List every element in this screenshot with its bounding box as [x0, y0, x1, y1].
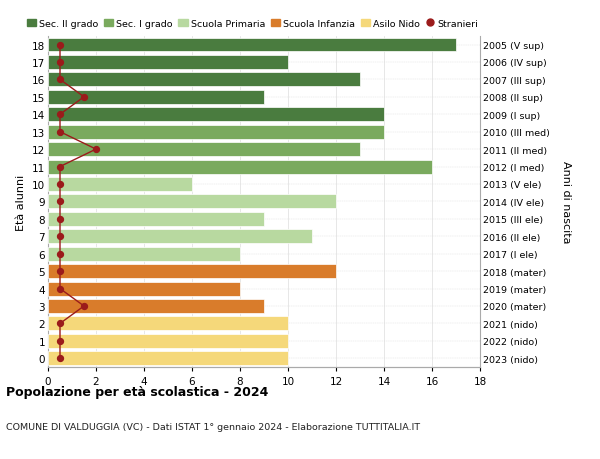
- Point: [55, 181, 65, 188]
- Point: [55, 216, 65, 223]
- Point: [55, 320, 65, 327]
- Point: [91, 146, 101, 153]
- Point: [55, 268, 65, 275]
- Bar: [48, 195, 336, 209]
- Bar: [48, 264, 336, 279]
- Point: [79, 94, 89, 101]
- Point: [55, 59, 65, 67]
- Bar: [48, 178, 192, 191]
- Point: [55, 42, 65, 49]
- Bar: [48, 334, 288, 348]
- Bar: [48, 213, 264, 226]
- Text: COMUNE DI VALDUGGIA (VC) - Dati ISTAT 1° gennaio 2024 - Elaborazione TUTTITALIA.: COMUNE DI VALDUGGIA (VC) - Dati ISTAT 1°…: [6, 422, 420, 431]
- Point: [55, 233, 65, 241]
- Bar: [48, 230, 312, 244]
- Point: [55, 337, 65, 345]
- Bar: [48, 247, 240, 261]
- Y-axis label: Età alunni: Età alunni: [16, 174, 26, 230]
- Bar: [48, 39, 456, 52]
- Y-axis label: Anni di nascita: Anni di nascita: [561, 161, 571, 243]
- Point: [55, 129, 65, 136]
- Bar: [48, 317, 288, 330]
- Bar: [48, 143, 360, 157]
- Bar: [48, 125, 384, 140]
- Point: [55, 198, 65, 206]
- Legend: Sec. II grado, Sec. I grado, Scuola Primaria, Scuola Infanzia, Asilo Nido, Stran: Sec. II grado, Sec. I grado, Scuola Prim…: [27, 20, 479, 29]
- Bar: [48, 352, 288, 365]
- Bar: [48, 160, 432, 174]
- Point: [79, 302, 89, 310]
- Point: [55, 77, 65, 84]
- Text: Popolazione per età scolastica - 2024: Popolazione per età scolastica - 2024: [6, 386, 268, 398]
- Bar: [48, 282, 240, 296]
- Bar: [48, 56, 288, 70]
- Point: [55, 163, 65, 171]
- Point: [55, 251, 65, 258]
- Bar: [48, 108, 384, 122]
- Point: [55, 112, 65, 119]
- Bar: [48, 90, 264, 105]
- Bar: [48, 299, 264, 313]
- Point: [55, 355, 65, 362]
- Point: [55, 285, 65, 292]
- Bar: [48, 73, 360, 87]
